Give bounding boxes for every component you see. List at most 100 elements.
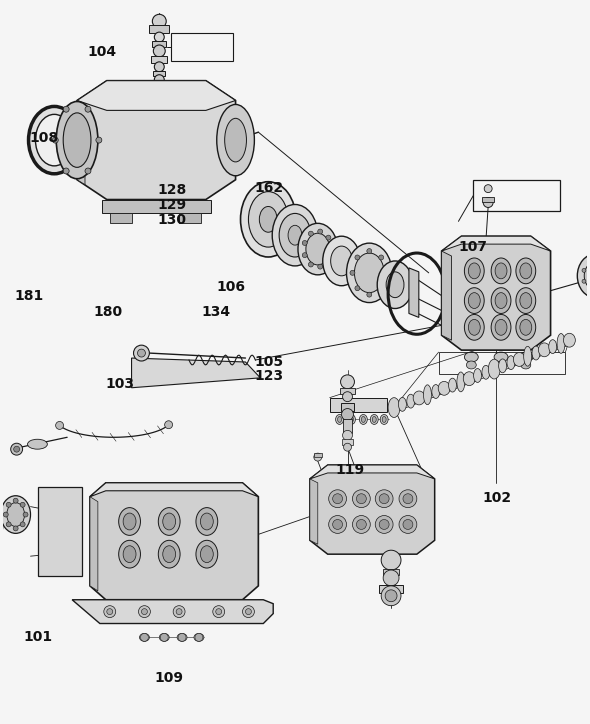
Polygon shape xyxy=(90,483,258,599)
Circle shape xyxy=(6,502,11,508)
Circle shape xyxy=(4,512,8,517)
Ellipse shape xyxy=(306,233,330,265)
Ellipse shape xyxy=(549,340,556,353)
Circle shape xyxy=(314,453,322,461)
Text: 180: 180 xyxy=(93,305,123,319)
Ellipse shape xyxy=(158,540,180,568)
Circle shape xyxy=(399,489,417,508)
Ellipse shape xyxy=(279,214,311,257)
Circle shape xyxy=(104,606,116,618)
Ellipse shape xyxy=(424,385,431,405)
Ellipse shape xyxy=(371,415,378,424)
Circle shape xyxy=(352,489,371,508)
Circle shape xyxy=(23,512,28,517)
Ellipse shape xyxy=(520,319,532,335)
Circle shape xyxy=(352,515,371,534)
Bar xyxy=(438,352,565,374)
Polygon shape xyxy=(77,101,85,185)
Circle shape xyxy=(484,185,492,193)
Circle shape xyxy=(385,590,397,602)
Circle shape xyxy=(20,522,25,527)
Ellipse shape xyxy=(516,287,536,313)
Polygon shape xyxy=(102,200,211,214)
Circle shape xyxy=(381,586,401,606)
Ellipse shape xyxy=(539,343,550,357)
Circle shape xyxy=(381,550,401,570)
Circle shape xyxy=(587,287,590,292)
Ellipse shape xyxy=(495,319,507,335)
Ellipse shape xyxy=(1,496,31,534)
Circle shape xyxy=(216,609,222,615)
Circle shape xyxy=(318,229,323,234)
Circle shape xyxy=(55,421,64,429)
Circle shape xyxy=(302,240,307,245)
Ellipse shape xyxy=(457,372,465,392)
Polygon shape xyxy=(77,80,235,110)
Ellipse shape xyxy=(359,415,368,424)
Circle shape xyxy=(173,606,185,618)
Circle shape xyxy=(379,286,384,291)
Ellipse shape xyxy=(63,113,91,167)
Circle shape xyxy=(356,494,366,504)
Text: 129: 129 xyxy=(158,198,187,212)
Circle shape xyxy=(140,634,149,641)
Ellipse shape xyxy=(123,513,136,530)
Bar xyxy=(155,84,164,88)
Polygon shape xyxy=(441,236,550,251)
Circle shape xyxy=(375,515,393,534)
Ellipse shape xyxy=(520,292,532,308)
Circle shape xyxy=(133,345,149,361)
Ellipse shape xyxy=(464,287,484,313)
Circle shape xyxy=(155,32,164,42)
Ellipse shape xyxy=(532,346,540,360)
Circle shape xyxy=(245,609,251,615)
Ellipse shape xyxy=(466,361,476,369)
Circle shape xyxy=(379,494,389,504)
Ellipse shape xyxy=(499,359,507,373)
Ellipse shape xyxy=(468,292,480,308)
Circle shape xyxy=(340,375,355,389)
Ellipse shape xyxy=(201,513,213,530)
Polygon shape xyxy=(110,214,132,223)
Circle shape xyxy=(355,286,360,291)
Polygon shape xyxy=(310,465,435,479)
Polygon shape xyxy=(441,251,451,340)
Circle shape xyxy=(160,634,168,641)
Ellipse shape xyxy=(516,258,536,284)
Text: 123: 123 xyxy=(254,369,283,383)
Ellipse shape xyxy=(521,361,531,369)
Circle shape xyxy=(309,262,313,267)
Ellipse shape xyxy=(513,353,525,366)
Ellipse shape xyxy=(336,415,343,424)
Ellipse shape xyxy=(288,225,302,245)
Ellipse shape xyxy=(448,378,457,392)
Circle shape xyxy=(53,137,58,143)
Circle shape xyxy=(367,248,372,253)
Circle shape xyxy=(178,634,186,641)
Ellipse shape xyxy=(464,314,484,340)
Circle shape xyxy=(384,270,389,275)
Ellipse shape xyxy=(248,192,288,247)
Circle shape xyxy=(383,570,399,586)
Bar xyxy=(152,41,166,47)
Polygon shape xyxy=(38,487,82,576)
Circle shape xyxy=(333,520,343,529)
Circle shape xyxy=(155,75,164,85)
Circle shape xyxy=(139,606,150,618)
Circle shape xyxy=(155,62,164,72)
Circle shape xyxy=(11,443,22,455)
Ellipse shape xyxy=(201,546,213,563)
Circle shape xyxy=(326,235,331,240)
Circle shape xyxy=(152,14,166,28)
Ellipse shape xyxy=(494,352,508,362)
Circle shape xyxy=(399,515,417,534)
Polygon shape xyxy=(310,479,318,544)
Ellipse shape xyxy=(584,262,590,290)
Polygon shape xyxy=(310,465,435,554)
Circle shape xyxy=(355,265,363,273)
Circle shape xyxy=(63,168,69,174)
Circle shape xyxy=(367,292,372,297)
Ellipse shape xyxy=(495,292,507,308)
Circle shape xyxy=(343,430,352,440)
Circle shape xyxy=(195,634,203,641)
